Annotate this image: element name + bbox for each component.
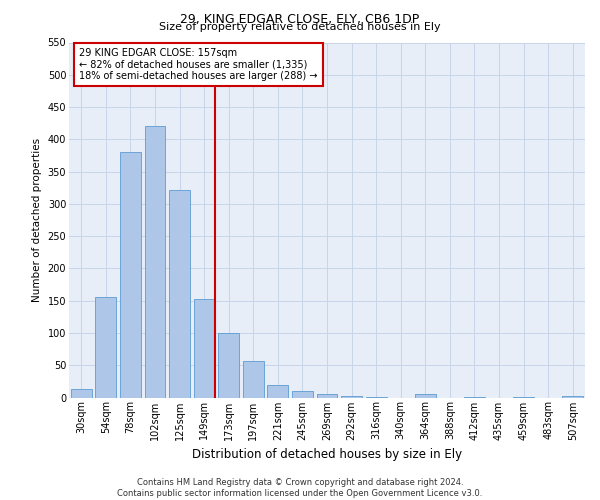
Bar xyxy=(365,397,386,398)
Text: Contains HM Land Registry data © Crown copyright and database right 2024.
Contai: Contains HM Land Registry data © Crown c… xyxy=(118,478,482,498)
Bar xyxy=(513,397,534,398)
Bar xyxy=(268,384,289,398)
Bar xyxy=(194,300,215,398)
Bar xyxy=(292,391,313,398)
Bar xyxy=(562,396,583,398)
Bar xyxy=(218,333,239,398)
Bar xyxy=(341,396,362,398)
Bar xyxy=(71,389,92,398)
Bar xyxy=(95,298,116,398)
Bar xyxy=(243,362,264,398)
Bar xyxy=(120,152,141,398)
Text: 29 KING EDGAR CLOSE: 157sqm
← 82% of detached houses are smaller (1,335)
18% of : 29 KING EDGAR CLOSE: 157sqm ← 82% of det… xyxy=(79,48,318,81)
Bar xyxy=(169,190,190,398)
Bar xyxy=(145,126,166,398)
Text: 29, KING EDGAR CLOSE, ELY, CB6 1DP: 29, KING EDGAR CLOSE, ELY, CB6 1DP xyxy=(181,12,419,26)
Bar xyxy=(464,397,485,398)
Bar xyxy=(317,394,337,398)
Text: Size of property relative to detached houses in Ely: Size of property relative to detached ho… xyxy=(159,22,441,32)
Y-axis label: Number of detached properties: Number of detached properties xyxy=(32,138,42,302)
Bar xyxy=(415,394,436,398)
X-axis label: Distribution of detached houses by size in Ely: Distribution of detached houses by size … xyxy=(192,448,462,461)
